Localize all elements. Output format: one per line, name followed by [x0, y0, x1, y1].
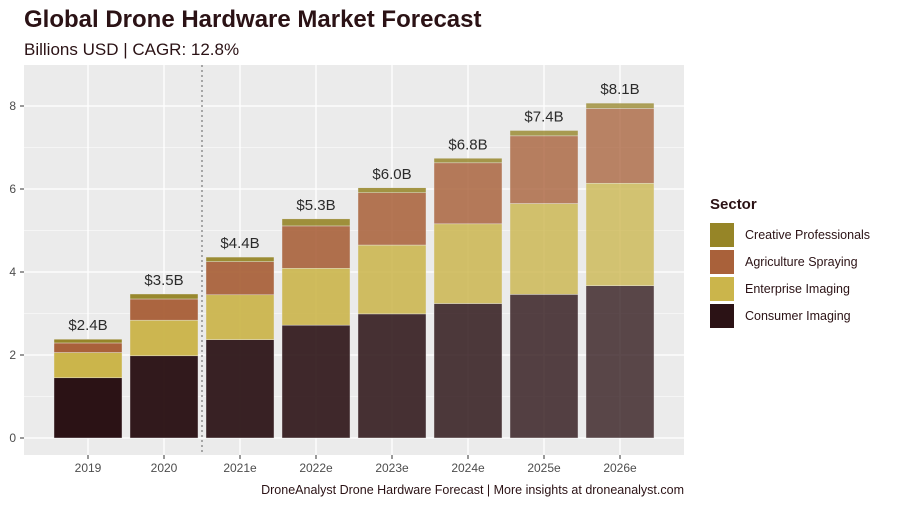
bar-consumer-imaging — [281, 324, 351, 439]
x-tick-label: 2026e — [603, 461, 637, 475]
x-tick-label: 2023e — [375, 461, 409, 475]
bar-creative-professionals — [357, 187, 427, 193]
x-tick-label: 2024e — [451, 461, 485, 475]
legend-swatch — [710, 222, 734, 247]
legend-swatch — [710, 249, 734, 274]
total-label: $8.1B — [600, 81, 639, 98]
bar-stack-2021e — [205, 256, 275, 439]
bar-enterprise-imaging — [433, 223, 503, 304]
bar-consumer-imaging — [205, 339, 275, 439]
legend-item: Consumer Imaging — [710, 302, 870, 329]
bar-creative-professionals — [509, 130, 579, 137]
legend-swatch — [710, 303, 734, 328]
bar-stack-2022e — [281, 218, 351, 439]
total-label: $5.3B — [296, 197, 335, 214]
legend: Sector Creative Professionals Agriculture… — [710, 196, 870, 329]
bar-stack-2019 — [53, 339, 123, 439]
x-tick-label: 2019 — [75, 461, 102, 475]
bar-consumer-imaging — [129, 355, 199, 439]
bar-consumer-imaging — [357, 313, 427, 439]
legend-item: Agriculture Spraying — [710, 248, 870, 275]
total-label: $4.4B — [220, 235, 259, 252]
total-label: $6.8B — [448, 136, 487, 153]
total-label: $7.4B — [524, 108, 563, 125]
bar-enterprise-imaging — [585, 182, 655, 286]
bar-agriculture-spraying — [433, 162, 503, 225]
legend-item: Creative Professionals — [710, 221, 870, 248]
bar-enterprise-imaging — [509, 203, 579, 295]
bar-enterprise-imaging — [53, 352, 123, 379]
legend-label: Creative Professionals — [745, 227, 871, 242]
bar-enterprise-imaging — [205, 294, 275, 340]
bar-stack-2023e — [357, 187, 427, 439]
total-label: $2.4B — [68, 317, 107, 334]
x-tick-label: 2020 — [151, 461, 178, 475]
bar-consumer-imaging — [53, 377, 123, 439]
bar-stack-2025e — [509, 130, 579, 439]
chart-caption: DroneAnalyst Drone Hardware Forecast | M… — [261, 483, 684, 497]
legend-label: Agriculture Spraying — [745, 254, 858, 269]
bar-enterprise-imaging — [129, 319, 199, 357]
bar-agriculture-spraying — [205, 261, 275, 296]
bar-agriculture-spraying — [509, 135, 579, 204]
chart-subtitle: Billions USD | CAGR: 12.8% — [24, 40, 240, 59]
y-tick-label: 0 — [9, 431, 16, 445]
bar-agriculture-spraying — [357, 192, 427, 246]
bar-creative-professionals — [53, 339, 123, 344]
total-label: $6.0B — [372, 166, 411, 183]
y-tick-label: 4 — [9, 265, 16, 279]
bar-creative-professionals — [281, 218, 351, 227]
bar-stack-2020 — [129, 293, 199, 439]
bar-stack-2026e — [585, 102, 655, 439]
legend-swatch — [710, 276, 734, 301]
legend-item: Enterprise Imaging — [710, 275, 870, 302]
legend-title: Sector — [710, 196, 757, 213]
bar-creative-professionals — [433, 158, 503, 164]
x-tick-label: 2021e — [223, 461, 257, 475]
bar-agriculture-spraying — [281, 225, 351, 269]
bar-enterprise-imaging — [281, 268, 351, 326]
legend-label: Consumer Imaging — [745, 308, 851, 323]
x-tick-label: 2022e — [299, 461, 333, 475]
bar-stack-2024e — [433, 158, 503, 439]
bar-agriculture-spraying — [585, 108, 655, 184]
bar-agriculture-spraying — [53, 342, 123, 353]
bar-consumer-imaging — [509, 294, 579, 439]
bar-consumer-imaging — [585, 285, 655, 439]
bar-consumer-imaging — [433, 303, 503, 439]
y-tick-label: 6 — [9, 182, 16, 196]
y-tick-label: 2 — [9, 348, 16, 362]
bar-agriculture-spraying — [129, 298, 199, 321]
legend-label: Enterprise Imaging — [745, 281, 850, 296]
y-tick-label: 8 — [9, 99, 16, 113]
bar-creative-professionals — [205, 256, 275, 262]
x-tick-label: 2025e — [527, 461, 561, 475]
bar-enterprise-imaging — [357, 244, 427, 315]
bar-creative-professionals — [585, 102, 655, 109]
chart-title: Global Drone Hardware Market Forecast — [24, 6, 482, 33]
bar-creative-professionals — [129, 293, 199, 300]
total-label: $3.5B — [144, 272, 183, 289]
